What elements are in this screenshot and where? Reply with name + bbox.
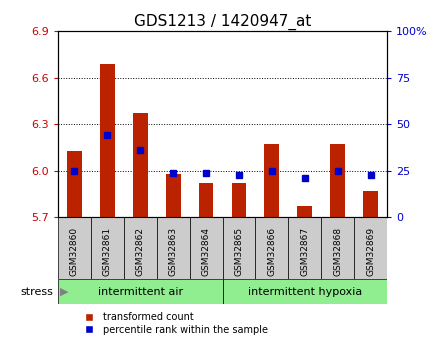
FancyBboxPatch shape [58,279,222,304]
Bar [100,64,115,217]
FancyBboxPatch shape [58,217,91,279]
FancyBboxPatch shape [222,279,387,304]
Bar [198,183,214,217]
Text: GSM32867: GSM32867 [300,227,309,276]
Bar [67,151,82,217]
Text: intermittent hypoxia: intermittent hypoxia [248,287,362,296]
FancyBboxPatch shape [157,217,190,279]
FancyBboxPatch shape [354,217,387,279]
Text: GSM32862: GSM32862 [136,227,145,276]
Bar [231,183,247,217]
Bar [297,207,312,217]
Bar [330,145,345,217]
Text: intermittent air: intermittent air [97,287,183,296]
Text: GSM32860: GSM32860 [70,227,79,276]
Bar [363,191,378,217]
FancyBboxPatch shape [288,217,321,279]
Text: GSM32864: GSM32864 [202,227,210,276]
Text: GSM32869: GSM32869 [366,227,375,276]
Text: GSM32865: GSM32865 [235,227,243,276]
FancyBboxPatch shape [91,217,124,279]
Bar [264,145,279,217]
Text: GSM32868: GSM32868 [333,227,342,276]
Text: GSM32863: GSM32863 [169,227,178,276]
Bar [133,114,148,217]
FancyBboxPatch shape [222,217,255,279]
Bar [166,174,181,217]
FancyBboxPatch shape [255,217,288,279]
Text: stress: stress [20,287,53,296]
FancyBboxPatch shape [124,217,157,279]
Text: GSM32866: GSM32866 [267,227,276,276]
Text: ▶: ▶ [60,287,69,296]
FancyBboxPatch shape [321,217,354,279]
Legend: transformed count, percentile rank within the sample: transformed count, percentile rank withi… [79,312,267,335]
Text: GSM32861: GSM32861 [103,227,112,276]
FancyBboxPatch shape [190,217,222,279]
Title: GDS1213 / 1420947_at: GDS1213 / 1420947_at [134,13,311,30]
